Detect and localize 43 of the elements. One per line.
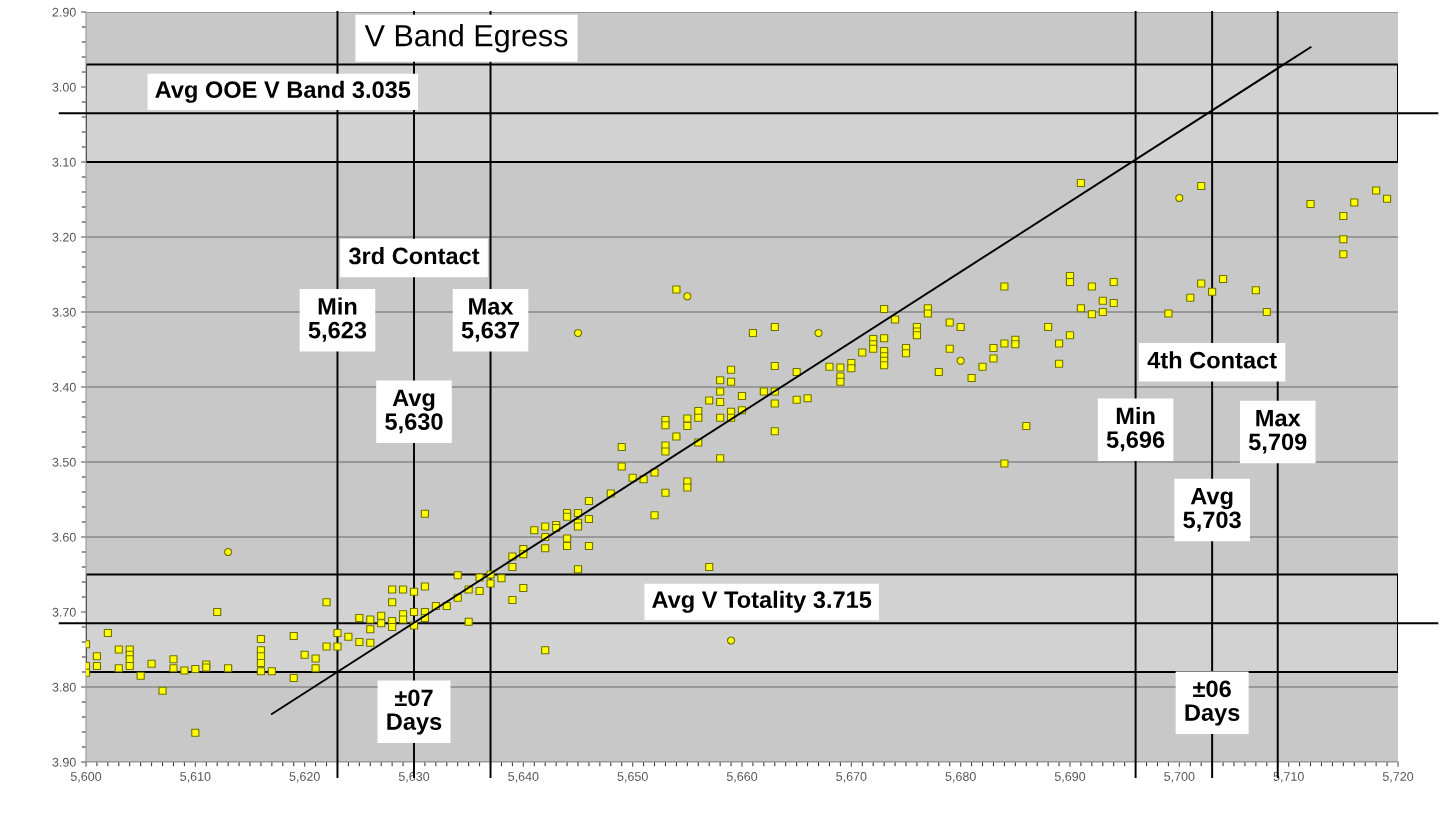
annotation: ±06 Days <box>1185 680 1240 726</box>
x-tick-label: 5,700 <box>1164 772 1195 783</box>
annotation: 4th Contact <box>1147 351 1277 369</box>
annotation: Max 5,637 <box>461 298 520 342</box>
x-tick-label: 5,690 <box>1054 772 1086 783</box>
y-tick-label: 3.90 <box>52 757 76 767</box>
annotation: Max 5,709 <box>1248 410 1307 454</box>
y-tick-label: 3.50 <box>52 457 76 467</box>
point <box>1175 193 1184 203</box>
annotation: Avg 5,703 <box>1183 487 1241 532</box>
x-tick-label: 5,640 <box>508 772 539 783</box>
annotation: Min 5,623 <box>308 297 367 342</box>
point <box>573 328 583 338</box>
annotation: 3rd Contact <box>348 247 480 265</box>
x-tick-label: 5,670 <box>836 772 867 783</box>
y-tick-label: 3.80 <box>52 682 76 692</box>
y-tick-label: 3.40 <box>52 382 76 392</box>
band-label: Avg OOE V Band 3.035 <box>155 80 411 103</box>
y-tick-label: 3.70 <box>52 607 76 617</box>
x-tick-label: 5,610 <box>180 772 211 783</box>
y-tick-label: 3.60 <box>52 532 76 542</box>
x-tick-label: 5,720 <box>1382 772 1414 783</box>
y-tick-label: 3.30 <box>52 307 76 317</box>
x-tick-label: 5,650 <box>617 772 648 783</box>
point <box>726 636 736 645</box>
annotation: ±07 Days <box>387 689 442 735</box>
point <box>814 328 823 338</box>
y-tick-label: 3.20 <box>52 232 76 242</box>
y-tick-label: 2.90 <box>52 7 76 17</box>
x-tick-label: 5,710 <box>1273 772 1304 783</box>
x-tick-label: 5,600 <box>70 772 102 783</box>
annotation: Min 5,696 <box>1106 406 1165 452</box>
y-tick-label: 3.00 <box>52 82 76 92</box>
y-tick-label: 3.10 <box>52 157 76 167</box>
chart-title: V Band Egress <box>364 24 568 53</box>
x-tick-label: 5,660 <box>726 772 758 783</box>
point <box>683 292 692 301</box>
x-tick-label: 5,680 <box>945 772 976 783</box>
x-tick-label: 5,620 <box>289 772 320 783</box>
band-label: Avg V Totality 3.715 <box>652 590 872 613</box>
point <box>224 547 233 557</box>
annotation: Avg 5,630 <box>385 389 443 434</box>
point <box>956 356 965 365</box>
